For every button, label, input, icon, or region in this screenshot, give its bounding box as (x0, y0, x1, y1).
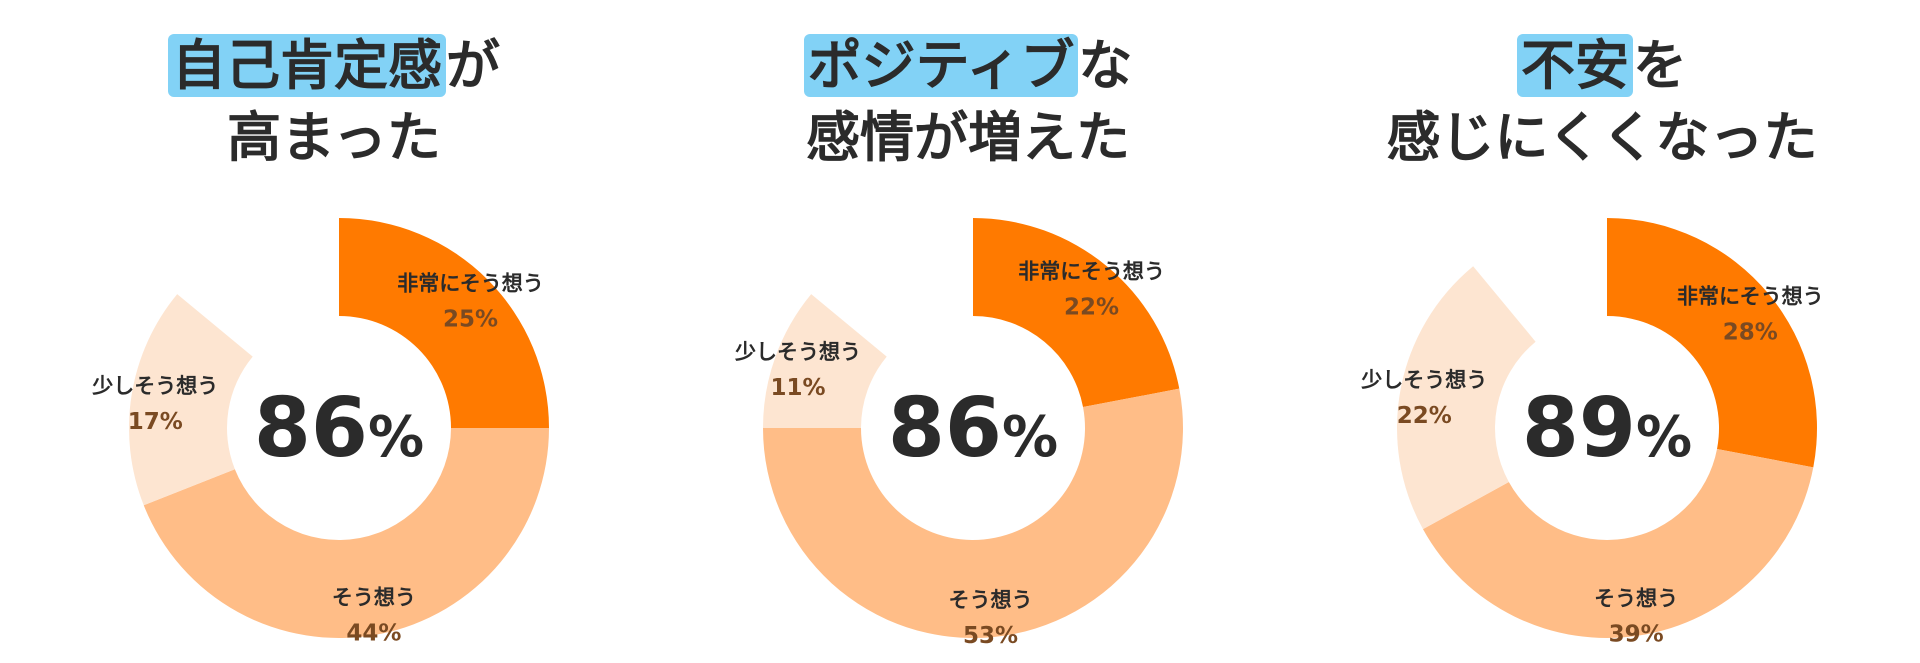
title-highlight: 不安 (1517, 34, 1633, 97)
segment-value-very-much: 28% (1723, 319, 1778, 345)
segment-label-agree: そう想う (949, 588, 1033, 612)
center-percentage: 86% (888, 381, 1058, 476)
segment-value-very-much: 22% (1064, 295, 1119, 321)
title-highlight: ポジティブ (803, 34, 1079, 97)
center-unit: % (1636, 405, 1692, 470)
segment-value-somewhat: 22% (1397, 403, 1452, 429)
segment-label-somewhat: 少しそう想う (734, 340, 861, 364)
chart-panel-self-esteem: 自己肯定感が 高まった 非常にそう想う 25% そう想う 44% 少しそう想う 17% 86… (14, 0, 654, 663)
segment-label-very-much: 非常にそう想う (1018, 260, 1165, 284)
donut-segment-very-much (973, 218, 1180, 408)
segment-label-very-much: 非常にそう想う (397, 271, 544, 295)
segment-value-agree: 44% (346, 621, 401, 647)
chart-title-line-1: 不安を (1282, 30, 1920, 102)
segment-value-somewhat: 17% (128, 409, 183, 435)
donut-segment-agree (1422, 448, 1814, 639)
center-unit: % (1002, 405, 1058, 470)
segment-label-agree: そう想う (332, 586, 416, 610)
center-percentage: 89% (1522, 381, 1692, 476)
donut-segment-agree (763, 388, 1183, 638)
center-percentage: 86% (254, 381, 424, 476)
segment-label-somewhat: 少しそう想う (91, 374, 218, 398)
donut-segment-agree (143, 428, 549, 638)
title-rest: を (1633, 34, 1687, 97)
center-number: 86 (888, 381, 1002, 476)
donut-chart-positive: 非常にそう想う 22% そう想う 53% 少しそう想う 11% 86% (734, 218, 1183, 649)
chart-title: 自己肯定感が 高まった (14, 30, 654, 174)
segment-value-somewhat: 11% (770, 375, 825, 401)
chart-panel-positive: ポジティブな 感情が増えた 非常にそう想う 22% そう想う 53% 少しそう想う 11%… (648, 0, 1288, 663)
chart-title-line-1: 自己肯定感が (14, 30, 654, 102)
segment-value-agree: 39% (1609, 622, 1664, 648)
segment-value-very-much: 25% (443, 306, 498, 332)
chart-title-line-2: 感じにくくなった (1386, 106, 1818, 169)
chart-title-line-1: ポジティブな (648, 30, 1288, 102)
title-rest: が (446, 34, 500, 97)
segment-label-very-much: 非常にそう想う (1677, 284, 1824, 308)
segment-value-agree: 53% (963, 623, 1018, 649)
center-unit: % (368, 405, 424, 470)
donut-segment-somewhat (763, 294, 887, 428)
chart-panel-anxiety: 不安を 感じにくくなった 非常にそう想う 28% そう想う 39% 少しそう想う 22% 8… (1282, 0, 1920, 663)
center-number: 89 (1522, 381, 1636, 476)
chart-title: 不安を 感じにくくなった (1282, 30, 1920, 174)
segment-label-somewhat: 少しそう想う (1360, 368, 1487, 392)
donut-segment-somewhat (129, 294, 253, 506)
chart-title: ポジティブな 感情が増えた (648, 30, 1288, 174)
center-number: 86 (254, 381, 368, 476)
title-rest: な (1078, 34, 1133, 97)
chart-title-line-2: 高まった (227, 106, 441, 169)
donut-chart-self-esteem: 非常にそう想う 25% そう想う 44% 少しそう想う 17% 86% (91, 218, 549, 647)
chart-title-line-2: 感情が増えた (806, 106, 1130, 169)
donut-chart-anxiety: 非常にそう想う 28% そう想う 39% 少しそう想う 22% 89% (1360, 218, 1824, 648)
donut-segment-very-much (1607, 218, 1817, 468)
segment-label-agree: そう想う (1594, 587, 1678, 611)
donut-segment-very-much (339, 218, 549, 428)
title-highlight: 自己肯定感 (168, 34, 446, 97)
donut-segment-somewhat (1397, 266, 1536, 530)
